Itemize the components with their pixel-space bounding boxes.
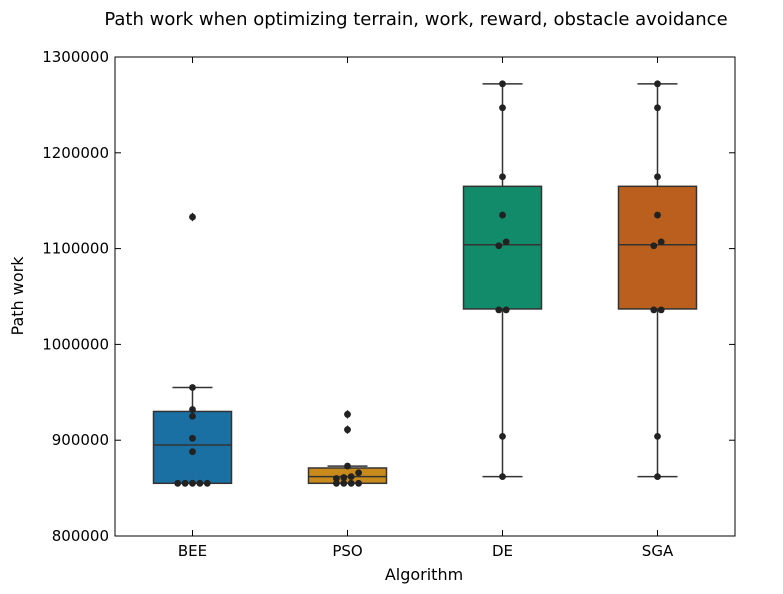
data-point-pso-9 [347, 479, 355, 487]
data-point-de-3 [499, 211, 506, 219]
data-point-bee-8 [189, 479, 196, 487]
y-tick-label-1100000: 1100000 [42, 240, 109, 258]
y-tick-label-900000: 900000 [52, 431, 109, 449]
boxes-layer [152, 83, 698, 485]
box-pso [307, 409, 388, 485]
data-point-bee-6 [174, 479, 182, 487]
box-de [462, 83, 543, 478]
data-point-pso-10 [355, 479, 362, 487]
data-point-sga-7 [657, 306, 665, 314]
data-point-sga-1 [654, 104, 661, 112]
x-tick-label-pso: PSO [332, 542, 362, 560]
data-point-bee-1 [189, 384, 196, 391]
y-tick-label-1200000: 1200000 [42, 144, 109, 162]
data-point-bee-4 [189, 434, 196, 442]
box-body-pso [307, 467, 388, 485]
data-point-de-5 [502, 238, 510, 246]
x-axis-title: Algorithm [385, 565, 463, 584]
data-point-de-9 [499, 473, 506, 481]
data-point-sga-5 [657, 238, 665, 246]
box-bee [152, 212, 233, 485]
x-axis: BEE PSO DE SGA [178, 57, 674, 560]
box-body-bee [152, 410, 233, 485]
data-point-pso-8 [340, 479, 348, 487]
x-tick-label-de: DE [492, 542, 513, 560]
data-point-sga-4 [650, 242, 658, 250]
data-point-bee-3 [189, 412, 196, 420]
data-point-de-6 [495, 306, 503, 314]
data-point-pso-4 [340, 474, 348, 481]
data-point-sga-8 [654, 432, 661, 440]
data-point-bee-0 [189, 213, 196, 221]
data-point-bee-5 [189, 448, 196, 456]
data-point-sga-3 [654, 211, 661, 219]
data-point-bee-9 [196, 479, 204, 487]
data-point-de-1 [499, 104, 506, 112]
plot-area-frame [114, 56, 736, 537]
box-body-de [462, 185, 543, 310]
x-tick-label-bee: BEE [178, 542, 207, 560]
data-point-sga-2 [654, 173, 661, 181]
data-point-sga-9 [654, 473, 661, 481]
y-tick-label-1000000: 1000000 [42, 335, 109, 353]
data-point-de-0 [499, 80, 506, 88]
data-point-pso-1 [344, 426, 351, 434]
data-point-bee-7 [181, 479, 189, 487]
data-point-pso-5 [347, 473, 355, 481]
data-point-de-8 [499, 432, 506, 440]
box-body-sga [617, 185, 698, 310]
data-point-pso-0 [344, 410, 351, 418]
data-point-pso-7 [333, 479, 340, 487]
data-point-de-4 [495, 242, 503, 250]
data-point-sga-0 [654, 80, 661, 88]
chart-title: Path work when optimizing terrain, work,… [104, 9, 727, 30]
data-point-pso-6 [355, 469, 362, 477]
data-point-pso-3 [333, 475, 340, 482]
points-layer [174, 80, 665, 487]
data-point-pso-2 [344, 462, 351, 470]
y-axis-title: Path work [8, 256, 27, 336]
data-point-sga-6 [650, 306, 658, 314]
y-tick-label-1300000: 1300000 [42, 48, 109, 66]
data-point-de-7 [502, 306, 510, 314]
data-point-bee-2 [189, 406, 196, 413]
data-point-bee-10 [203, 479, 211, 487]
box-sga [617, 83, 698, 478]
y-axis: 800000 900000 1000000 1100000 1200000 1300000 [42, 48, 735, 545]
x-tick-label-sga: SGA [642, 542, 674, 560]
y-tick-label-800000: 800000 [52, 527, 109, 545]
data-point-de-2 [499, 173, 506, 181]
